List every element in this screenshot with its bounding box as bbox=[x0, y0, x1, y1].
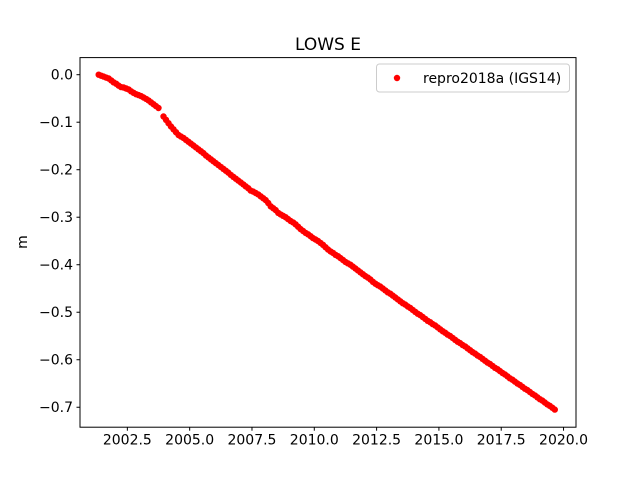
scatter-series bbox=[95, 71, 558, 413]
legend: repro2018a (IGS14) bbox=[376, 63, 570, 93]
legend-label: repro2018a (IGS14) bbox=[423, 71, 561, 87]
y-tick-label: −0.5 bbox=[39, 305, 73, 321]
legend-marker-dot bbox=[393, 74, 401, 82]
y-tick-label: −0.6 bbox=[39, 353, 73, 369]
x-tick-label: 2002.5 bbox=[103, 433, 152, 449]
axes-frame bbox=[79, 57, 577, 428]
y-tick-label: −0.3 bbox=[39, 210, 73, 226]
legend-frame bbox=[376, 63, 570, 93]
series-repro2018a-igs14- bbox=[95, 71, 558, 413]
x-tick-label: 2020.0 bbox=[539, 433, 588, 449]
y-tick-label: −0.7 bbox=[39, 400, 73, 416]
data-point bbox=[551, 406, 558, 413]
y-tick-label: −0.2 bbox=[39, 163, 73, 179]
y-tick-label: 0.0 bbox=[51, 68, 73, 84]
x-tick-label: 2007.5 bbox=[227, 433, 276, 449]
axes: 2002.5 2005.0 2007.5 2010.0 2012.5 2015.0 2017… bbox=[39, 57, 588, 449]
data-point bbox=[155, 104, 162, 112]
x-tick-label: 2017.5 bbox=[477, 433, 526, 449]
chart-title: LOWS E bbox=[295, 35, 361, 55]
x-tick-label: 2015.0 bbox=[414, 433, 463, 449]
y-axis-label: m bbox=[15, 235, 31, 249]
x-tick-label: 2012.5 bbox=[352, 433, 401, 449]
x-tick-label: 2005.0 bbox=[165, 433, 214, 449]
y-tick-label: −0.4 bbox=[39, 258, 73, 274]
y-tick-label: −0.1 bbox=[39, 115, 73, 131]
x-tick-label: 2010.0 bbox=[290, 433, 339, 449]
